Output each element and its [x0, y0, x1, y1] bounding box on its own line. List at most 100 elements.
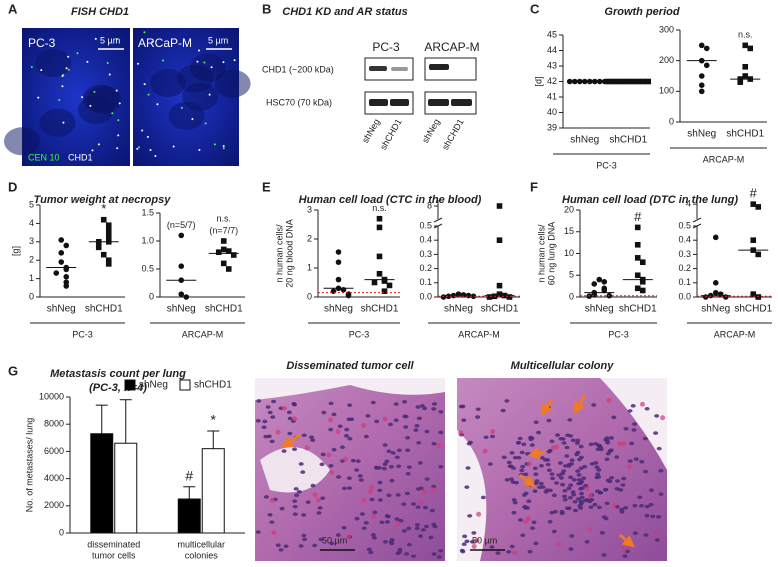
cell-nucleus — [286, 410, 292, 415]
cell-nucleus — [518, 518, 524, 522]
cell-nucleus — [495, 551, 501, 555]
cell-nucleus — [415, 505, 421, 509]
erythrocyte — [346, 534, 352, 540]
point — [496, 282, 503, 289]
cell-nucleus — [608, 448, 614, 452]
cell-nucleus — [572, 499, 578, 504]
fish-dot — [116, 147, 119, 150]
y-tick-label: 0.2 — [419, 263, 432, 273]
cell-nucleus — [267, 410, 273, 415]
group-label: PC-3 — [72, 329, 93, 339]
y-tick-label: 10 — [564, 248, 574, 258]
cell-nucleus — [358, 478, 364, 482]
nucleus — [177, 64, 214, 93]
fish-dots — [4, 31, 251, 157]
cell-nucleus — [318, 537, 324, 542]
point — [698, 88, 705, 95]
group-label: PC-3 — [349, 329, 370, 339]
y-tick-label: 100 — [659, 86, 674, 96]
cell-nucleus — [570, 490, 576, 494]
y-tick-label: 200 — [659, 55, 674, 65]
cell-nucleus — [575, 438, 581, 443]
point — [737, 79, 744, 85]
erythrocyte — [526, 461, 532, 467]
panel-label: B — [262, 1, 271, 16]
cell-nucleus — [571, 478, 577, 482]
y-tick-label: 2 — [307, 233, 312, 243]
y-tick-label: 0.0 — [419, 291, 432, 301]
fish-dot — [213, 143, 216, 146]
cell-nucleus — [570, 438, 576, 443]
point — [639, 287, 646, 294]
cell-nucleus — [411, 554, 417, 558]
fish-dot — [117, 119, 120, 122]
y-tick-label: 8 — [427, 200, 432, 210]
y-tick-label: 6000 — [44, 446, 64, 456]
fish-dot — [93, 90, 96, 93]
cell-nucleus — [568, 483, 574, 488]
cell-nucleus — [329, 541, 335, 546]
cell-nucleus — [511, 466, 517, 470]
point — [371, 279, 378, 286]
fish-dot — [203, 61, 206, 64]
cell-nucleus — [558, 476, 564, 480]
cell-nucleus — [577, 457, 583, 462]
panel-title: FISH CHD1 — [71, 6, 129, 18]
point — [496, 291, 503, 297]
cell-nucleus — [556, 473, 562, 477]
erythrocyte — [653, 531, 659, 537]
cell-nucleus — [620, 483, 626, 487]
bar — [90, 433, 114, 534]
cell-nucleus — [533, 541, 539, 546]
cell-nucleus — [567, 418, 573, 422]
cell-nucleus — [317, 506, 323, 510]
cell-nucleus — [603, 487, 609, 492]
point — [215, 249, 222, 255]
point — [645, 78, 652, 85]
cell-nucleus — [293, 487, 299, 491]
cell-nucleus — [377, 480, 383, 485]
annotation: # — [185, 467, 193, 483]
point — [634, 224, 641, 231]
cell-nucleus — [568, 475, 574, 480]
lane-label: shCHD1 — [378, 117, 404, 151]
cell-nucleus — [423, 524, 429, 529]
cell-nucleus — [275, 543, 281, 548]
cell-nucleus — [403, 425, 409, 429]
point — [330, 288, 337, 295]
panel-label: G — [8, 363, 18, 378]
cell-nucleus — [597, 444, 603, 448]
cell-nucleus — [415, 405, 421, 409]
cell-nucleus — [483, 435, 489, 440]
fish-dot — [61, 75, 64, 78]
cell-nucleus — [398, 518, 404, 523]
cell-nucleus — [511, 497, 517, 502]
annotation: (n=5/7) — [167, 220, 196, 230]
cell-nucleus — [354, 516, 360, 521]
cell-nucleus — [644, 513, 650, 518]
y-tick-label: 2000 — [44, 500, 64, 510]
band — [451, 99, 472, 106]
group-label: PC-3 — [596, 160, 617, 170]
cell-nucleus — [562, 494, 568, 499]
arrow — [619, 533, 635, 548]
x-tick-label: shCHD1 — [361, 304, 399, 315]
y-axis-label: [g] — [10, 246, 20, 256]
cell-nucleus — [566, 506, 572, 511]
cell-nucleus — [546, 418, 552, 423]
x-tick-label: shNeg — [324, 304, 353, 315]
point — [601, 278, 608, 285]
cell-nucleus — [632, 531, 638, 535]
panel-label: C — [530, 1, 540, 16]
cell-nucleus — [394, 455, 400, 460]
fish-dot — [149, 148, 152, 151]
erythrocyte — [395, 521, 401, 527]
erythrocyte — [474, 537, 480, 543]
cell-nucleus — [526, 499, 532, 503]
cell-nucleus — [347, 486, 353, 490]
cell-nucleus — [350, 458, 356, 463]
cell-nucleus — [506, 460, 512, 465]
cell-nucleus — [310, 438, 316, 443]
cell-nucleus — [298, 462, 304, 466]
x-tick-label: shCHD1 — [85, 304, 123, 315]
